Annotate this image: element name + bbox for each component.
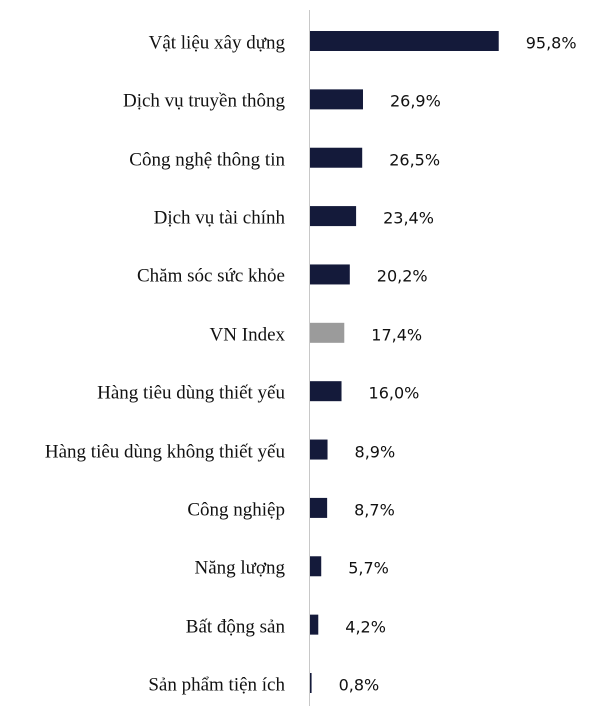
category-label: Công nghệ thông tin (129, 149, 285, 171)
value-label: 16,0% (368, 383, 420, 403)
category-label: Năng lượng (194, 557, 285, 579)
value-label: 95,8% (525, 33, 577, 53)
category-label: Hàng tiêu dùng thiết yếu (97, 382, 285, 404)
value-label: 20,2% (376, 266, 428, 286)
bar (310, 264, 350, 285)
category-label: Hàng tiêu dùng không thiết yếu (44, 441, 285, 463)
category-label: Vật liệu xây dựng (148, 32, 285, 54)
category-label: Dịch vụ truyền thông (122, 90, 285, 112)
bar (310, 497, 328, 518)
bar (310, 381, 342, 402)
bar (310, 614, 319, 635)
category-label: Sản phẩm tiện ích (148, 674, 285, 696)
bar (310, 31, 499, 51)
bar (310, 206, 357, 227)
value-label: 26,9% (389, 91, 441, 111)
bar (310, 439, 328, 460)
value-label: 0,8% (338, 675, 380, 695)
bar (310, 673, 312, 693)
value-label: 17,4% (371, 325, 423, 345)
category-label: Bất động sản (185, 616, 285, 638)
value-label: 23,4% (383, 208, 434, 228)
bar (310, 147, 363, 168)
bar (310, 89, 363, 110)
value-label: 26,5% (389, 150, 441, 170)
value-label: 5,7% (348, 558, 389, 578)
bar (310, 322, 345, 343)
bar (310, 556, 322, 577)
category-label: Chăm sóc sức khỏe (136, 265, 285, 287)
category-label: Công nghiệp (187, 499, 285, 521)
value-label: 8,9% (354, 442, 396, 462)
category-label: Dịch vụ tài chính (153, 207, 285, 229)
category-label: VN Index (209, 324, 285, 346)
value-label: 8,7% (354, 500, 395, 520)
value-label: 4,2% (345, 617, 386, 637)
